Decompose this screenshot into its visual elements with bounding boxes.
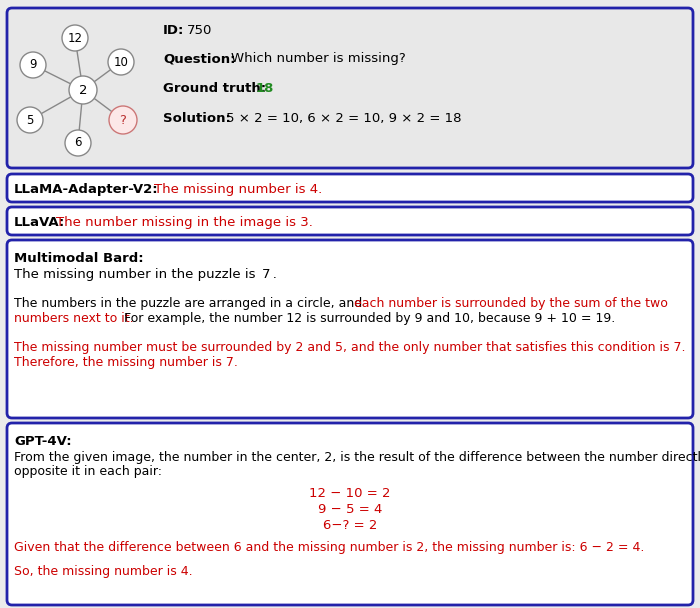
Text: The missing number is 4.: The missing number is 4. bbox=[154, 183, 322, 196]
Text: The missing number must be surrounded by 2 and 5, and the only number that satis: The missing number must be surrounded by… bbox=[14, 341, 685, 354]
Text: For example, the number 12 is surrounded by 9 and 10, because 9 + 10 = 19.: For example, the number 12 is surrounded… bbox=[120, 312, 615, 325]
Circle shape bbox=[109, 106, 137, 134]
Text: So, the missing number is 4.: So, the missing number is 4. bbox=[14, 565, 192, 578]
Text: The missing number in the puzzle is  7 .: The missing number in the puzzle is 7 . bbox=[14, 268, 277, 281]
FancyBboxPatch shape bbox=[7, 240, 693, 418]
Text: 6: 6 bbox=[74, 137, 82, 150]
Text: Solution:: Solution: bbox=[163, 112, 231, 125]
FancyBboxPatch shape bbox=[7, 174, 693, 202]
Circle shape bbox=[65, 130, 91, 156]
Text: opposite it in each pair:: opposite it in each pair: bbox=[14, 465, 162, 478]
Text: 12 − 10 = 2: 12 − 10 = 2 bbox=[309, 487, 391, 500]
Text: Given that the difference between 6 and the missing number is 2, the missing num: Given that the difference between 6 and … bbox=[14, 541, 645, 554]
Text: 18: 18 bbox=[256, 82, 274, 95]
Text: ?: ? bbox=[120, 114, 127, 126]
Text: 12: 12 bbox=[67, 32, 83, 44]
FancyBboxPatch shape bbox=[7, 423, 693, 605]
Text: Multimodal Bard:: Multimodal Bard: bbox=[14, 252, 144, 265]
Text: From the given image, the number in the center, 2, is the result of the differen: From the given image, the number in the … bbox=[14, 451, 700, 464]
Text: The number missing in the image is 3.: The number missing in the image is 3. bbox=[56, 216, 313, 229]
Circle shape bbox=[62, 25, 88, 51]
FancyBboxPatch shape bbox=[7, 207, 693, 235]
Text: numbers next to it.: numbers next to it. bbox=[14, 312, 134, 325]
Text: 750: 750 bbox=[187, 24, 212, 37]
Text: 10: 10 bbox=[113, 55, 128, 69]
Text: Which number is missing?: Which number is missing? bbox=[231, 52, 406, 65]
Text: Question:: Question: bbox=[163, 52, 235, 65]
Text: LLaVA:: LLaVA: bbox=[14, 216, 65, 229]
Text: The numbers in the puzzle are arranged in a circle, and: The numbers in the puzzle are arranged i… bbox=[14, 297, 366, 310]
Circle shape bbox=[17, 107, 43, 133]
Text: 9: 9 bbox=[29, 58, 36, 72]
Text: LLaMA-Adapter-V2:: LLaMA-Adapter-V2: bbox=[14, 183, 159, 196]
Text: GPT-4V:: GPT-4V: bbox=[14, 435, 71, 448]
Text: 9 − 5 = 4: 9 − 5 = 4 bbox=[318, 503, 382, 516]
Text: 2: 2 bbox=[78, 83, 88, 97]
Text: 5 × 2 = 10, 6 × 2 = 10, 9 × 2 = 18: 5 × 2 = 10, 6 × 2 = 10, 9 × 2 = 18 bbox=[226, 112, 461, 125]
Text: 6−? = 2: 6−? = 2 bbox=[323, 519, 377, 532]
Circle shape bbox=[108, 49, 134, 75]
FancyBboxPatch shape bbox=[7, 8, 693, 168]
Text: Ground truth:: Ground truth: bbox=[163, 82, 266, 95]
Text: 5: 5 bbox=[27, 114, 34, 126]
Circle shape bbox=[69, 76, 97, 104]
Text: Therefore, the missing number is 7.: Therefore, the missing number is 7. bbox=[14, 356, 238, 369]
Text: ID:: ID: bbox=[163, 24, 184, 37]
Circle shape bbox=[20, 52, 46, 78]
Text: each number is surrounded by the sum of the two: each number is surrounded by the sum of … bbox=[354, 297, 668, 310]
